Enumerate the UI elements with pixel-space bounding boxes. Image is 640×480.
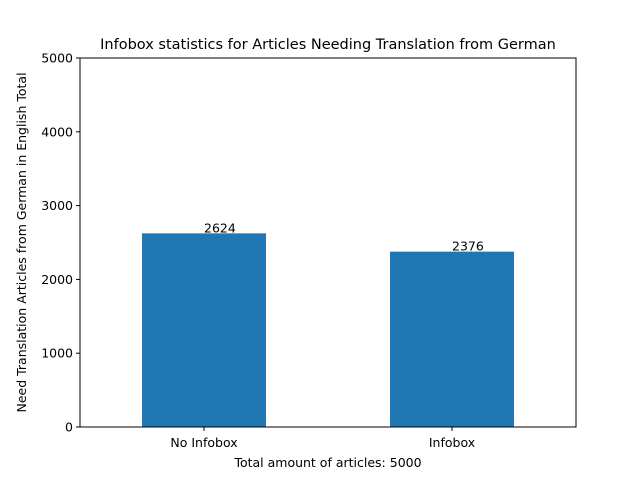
y-tick-label-0: 0	[65, 420, 73, 435]
plot-frame	[79, 57, 577, 428]
x-ticks-group: No Infobox Infobox	[170, 427, 475, 450]
y-tick-label-2: 2000	[41, 272, 73, 287]
y-axis-label: Need Translation Articles from German in…	[14, 72, 29, 412]
bars-group	[142, 233, 514, 427]
data-label-1: 2376	[452, 239, 484, 254]
x-axis-label: Total amount of articles: 5000	[233, 455, 421, 470]
x-tick-label-0: No Infobox	[170, 435, 237, 450]
data-label-0: 2624	[204, 220, 236, 235]
bar-0	[142, 233, 266, 427]
y-tick-label-4: 4000	[41, 124, 73, 139]
x-tick-label-1: Infobox	[429, 435, 475, 450]
y-tick-label-1: 1000	[41, 346, 73, 361]
y-tick-label-3: 3000	[41, 198, 73, 213]
bar-1	[390, 251, 514, 427]
chart-title: Infobox statistics for Articles Needing …	[100, 37, 556, 53]
data-labels-group: 2624 2376	[204, 220, 484, 253]
y-ticks-group: 0 1000 2000 3000 4000 5000	[41, 51, 80, 435]
y-tick-label-5: 5000	[41, 51, 73, 66]
